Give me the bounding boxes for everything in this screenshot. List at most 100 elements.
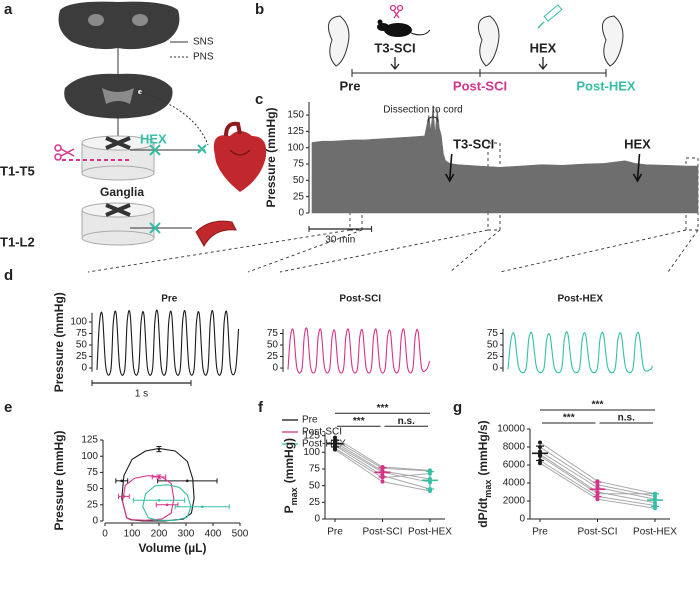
chart-title: Pre	[161, 294, 178, 305]
y-tick-label: 75	[309, 464, 321, 475]
syringe	[537, 4, 563, 29]
heart-icon	[327, 15, 624, 67]
y-label-text: Pressure (mmHg)	[52, 292, 66, 392]
y-axis-label: Pmax (mmHg)	[282, 438, 299, 513]
y-tick-label: 0	[298, 208, 304, 219]
shape	[410, 29, 431, 36]
ganglion-cross	[105, 203, 131, 217]
level-label: T1-L2	[0, 234, 35, 249]
y-tick-label: 0	[492, 363, 498, 374]
pressure-area	[311, 105, 699, 214]
brainstem	[58, 1, 180, 50]
shape	[224, 121, 242, 137]
y-tick-label: 50	[76, 340, 88, 351]
shape	[54, 153, 62, 161]
significance-label: ***	[563, 413, 575, 424]
error-center	[157, 498, 161, 502]
y-tick-label: 100	[81, 451, 98, 462]
panel-label: d	[4, 267, 13, 284]
x-tick-label: 300	[178, 529, 195, 540]
y-tick-label: 50	[87, 483, 99, 494]
shape	[384, 23, 412, 37]
pressure-trace	[287, 327, 431, 374]
shape	[377, 19, 383, 25]
x-tick-label: 0	[102, 529, 108, 540]
pv-loop	[121, 447, 195, 522]
significance-label: n.s.	[398, 416, 415, 427]
significance-label: ***	[377, 403, 389, 414]
y-tick-label: 125	[81, 435, 98, 446]
x-tick-label: Post-SCI	[577, 527, 617, 538]
chart-title: Post-SCI	[339, 294, 381, 305]
subject-dot	[380, 479, 385, 484]
shape	[327, 15, 350, 67]
y-tick-label: 25	[309, 497, 321, 508]
legend-label: Post-SCI	[302, 427, 342, 438]
y-axis-label: Pressure (mmHg)	[264, 107, 278, 207]
annotation-arrow	[632, 153, 643, 183]
shape	[537, 21, 545, 29]
y-label-text: Pressure (mmHg)	[52, 430, 66, 530]
shape	[279, 229, 489, 273]
shape	[601, 15, 624, 67]
error-center	[120, 479, 124, 483]
scale-bar-label: 30 min	[325, 235, 355, 246]
y-tick-label: 25	[87, 499, 99, 510]
subject-dot	[538, 461, 542, 466]
y-label-sub: max	[289, 487, 299, 505]
significance-label: ***	[592, 400, 604, 411]
panel-label: a	[4, 1, 13, 18]
y-axis-label: Pressure (mmHg)	[52, 430, 66, 530]
y-tick-label: 0	[519, 514, 525, 525]
shape	[477, 15, 500, 67]
timeline-b: T3-SCI HEX Pre Post-SCI Post-HEX	[327, 4, 636, 93]
y-tick-label: 50	[267, 340, 279, 351]
y-label-text: P	[282, 505, 296, 513]
y-tick-label: 25	[487, 351, 499, 362]
annotation-arrow	[445, 153, 455, 183]
y-tick-label: 75	[76, 328, 88, 339]
brainstem-patch	[88, 14, 104, 26]
event-label: T3-SCI	[374, 40, 415, 55]
annotation: HEX	[624, 136, 651, 151]
hex-block	[149, 144, 161, 156]
shape	[87, 229, 351, 273]
shape	[396, 4, 404, 12]
y-tick-label: 75	[87, 467, 99, 478]
x-axis-label: Volume (µL)	[138, 541, 206, 555]
y-label-unit: (mmHg)	[282, 438, 296, 483]
y-tick-label: 75	[267, 328, 279, 339]
subject-dot	[538, 440, 542, 445]
y-tick-label: 75	[487, 328, 499, 339]
y-tick-label: 4000	[503, 478, 526, 489]
y-label-text: dP/dt	[476, 498, 490, 528]
shape	[667, 229, 699, 273]
y-tick-label: 100	[303, 447, 320, 458]
panel-label: e	[4, 399, 12, 416]
y-tick-label: 2000	[503, 496, 526, 507]
event-arrow	[538, 57, 548, 71]
shape	[389, 4, 397, 12]
y-tick-label: 50	[293, 175, 305, 186]
y-tick-label: 150	[287, 110, 304, 121]
subject-dot	[653, 506, 657, 511]
y-label-text: Pressure (mmHg)	[264, 107, 278, 207]
error-center	[157, 447, 161, 451]
stage-label: Pre	[340, 78, 361, 93]
shape	[393, 10, 400, 19]
error-center	[165, 503, 169, 507]
heart	[213, 121, 267, 192]
scissors	[54, 144, 75, 161]
y-tick-label: 0	[314, 514, 320, 525]
event-label: HEX	[530, 40, 557, 55]
subject-dot	[595, 497, 600, 502]
ganglion	[81, 165, 155, 181]
y-tick-label: 0	[92, 516, 98, 527]
panel-label: b	[255, 1, 264, 18]
subject-dot	[428, 488, 432, 493]
panel-label: f	[258, 399, 264, 416]
ganglion	[81, 230, 155, 246]
stage-label: Post-SCI	[453, 78, 507, 93]
legend-label: SNS	[193, 37, 214, 48]
